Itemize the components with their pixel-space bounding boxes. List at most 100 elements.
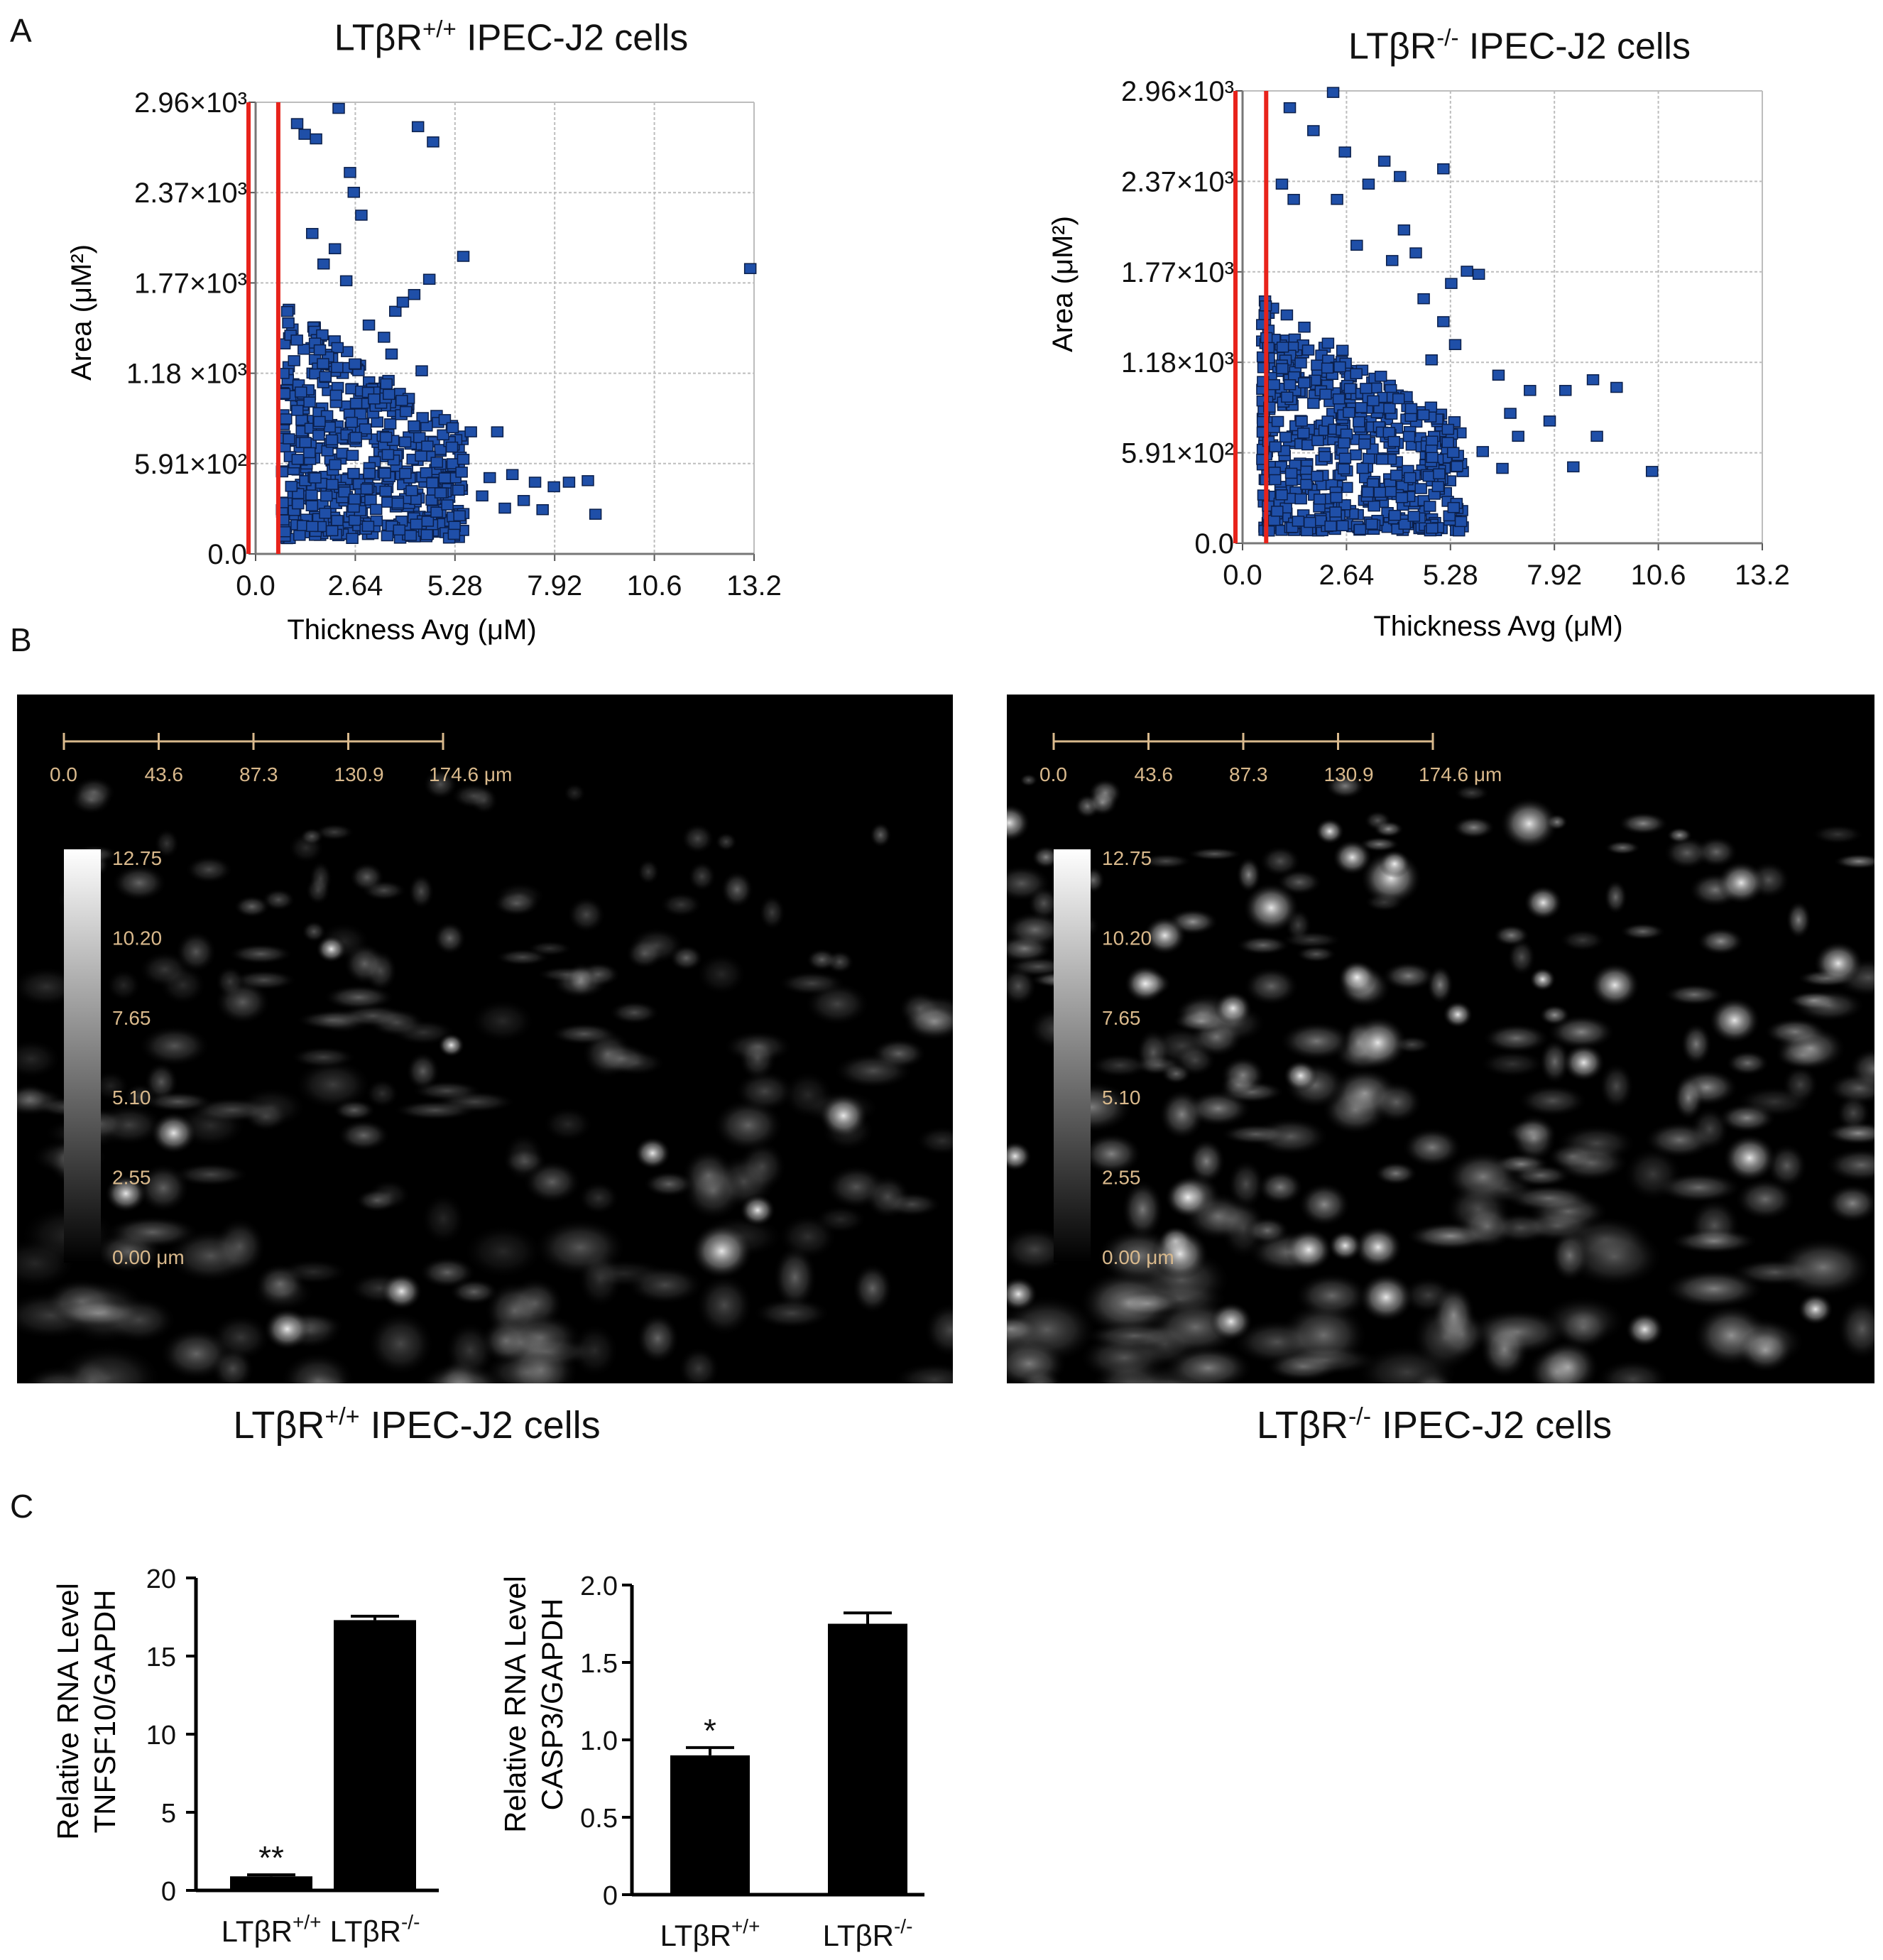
cell-blob [1604,840,1641,855]
cell-blob [185,856,234,884]
data-point [309,472,322,484]
data-point [359,423,372,435]
bar [828,1623,907,1895]
y-tick-label: 0 [603,1881,618,1911]
data-point [291,454,305,465]
data-point [1281,391,1294,403]
cell-blob [1364,810,1392,831]
data-point [1610,381,1623,393]
x-tick-label: 13.2 [726,570,782,601]
cell-blob [405,1052,440,1091]
data-point [317,358,329,369]
cell-peak [316,935,347,963]
data-point [1343,407,1355,418]
y-tick-label: 2.96×10³ [134,87,247,119]
data-point [320,490,333,502]
data-point [1275,489,1288,501]
scatter-2-ylabel: Area (μM²) [1047,216,1079,352]
data-point [360,483,373,495]
scatter-2-xlabel: Thickness Avg (μM) [1373,611,1622,642]
cell-peak [1328,1230,1363,1261]
colorbar-label: 0.00 μm [112,1246,185,1268]
scatter-plot-area: 0.0 2.64 5.28 7.92 10.6 13.2 0.0 5.91×10² 1.18 ×… [126,87,782,601]
data-point [415,365,428,376]
cell-blob [1467,1308,1568,1356]
cell-blob [696,952,747,996]
cell-blob [1412,1303,1478,1372]
cell-blob [1556,1124,1637,1163]
cell-blob [1792,989,1865,1022]
category-label: LTβR-/- [330,1911,420,1948]
cell-peak [1151,1228,1209,1280]
data-point [329,389,343,401]
x-tick-label: 13.2 [1735,560,1790,591]
cell-peak [104,1174,147,1213]
data-point [743,263,757,274]
panel-label-a: A [10,12,32,49]
colorbar-label: 12.75 [112,847,162,869]
cell-blob [1220,1056,1266,1094]
y-tick-label: 10 [146,1721,176,1751]
cell-blob [433,921,466,955]
cell-blob [1359,837,1400,852]
cell-blob [1235,935,1290,955]
scale-bar-label: 130.9 [334,763,384,785]
cell-blob [1458,1204,1516,1250]
y-tick-label: 1.0 [580,1726,618,1756]
cell-blob [1848,1047,1874,1090]
data-point [1292,516,1305,527]
data-point [348,494,361,505]
data-point [316,329,329,341]
data-point [1424,501,1436,512]
data-point [1284,467,1298,479]
colorbar-label: 7.65 [1102,1007,1141,1029]
cell-peak [1124,964,1167,1003]
bar [230,1876,312,1890]
cell-blob [172,1163,250,1187]
cell-blob [1559,928,1606,952]
data-point [347,467,360,479]
data-point [395,395,408,406]
cell-blob [550,1023,618,1045]
data-point [317,258,330,270]
data-point [438,414,452,425]
cell-blob [111,864,167,901]
colorbar-label: 5.10 [112,1087,151,1109]
data-point [1404,403,1418,415]
y-tick-label: 0.5 [580,1804,618,1834]
data-point [457,454,470,465]
data-point [1350,239,1363,251]
data-point [1492,369,1505,381]
data-point [1283,379,1297,391]
cell-blob [1620,922,1666,940]
cell-blob [1774,1237,1872,1297]
micrograph-knockout: 0.0 43.6 87.3 130.9 174.6 μm 12.75 10.20 7.65 5.… [1007,695,1874,1383]
data-point [1280,309,1294,321]
cell-blob [1007,911,1066,948]
cell-blob [778,1214,838,1260]
cell-blob [1825,1183,1874,1224]
data-point [517,495,530,506]
y-tick-label: 2.37×10³ [134,178,247,209]
data-point [283,433,295,445]
cell-blob [1174,1044,1217,1077]
cell-peak [1358,1273,1414,1322]
data-point [1374,371,1387,382]
data-point [345,416,358,428]
y-tick-label: 1.18 ×10³ [126,359,247,390]
data-point [453,510,466,522]
cell-blob [365,1078,400,1109]
data-point [379,431,393,443]
data-point [1353,416,1365,428]
data-point [1394,170,1407,183]
data-point [426,477,439,489]
cell-blob [758,894,786,930]
cell-blob [864,1175,911,1219]
cell-peak [1007,804,1030,842]
micrograph-canvas: 0.0 43.6 87.3 130.9 174.6 μm 12.75 10.20 7.65 5.… [17,733,953,1383]
cell-peak [150,1112,197,1154]
data-point [1383,403,1396,414]
cell-blob [924,1302,953,1358]
cell-blob [355,1188,399,1213]
y-tick-label: 1.77×10³ [134,268,247,299]
